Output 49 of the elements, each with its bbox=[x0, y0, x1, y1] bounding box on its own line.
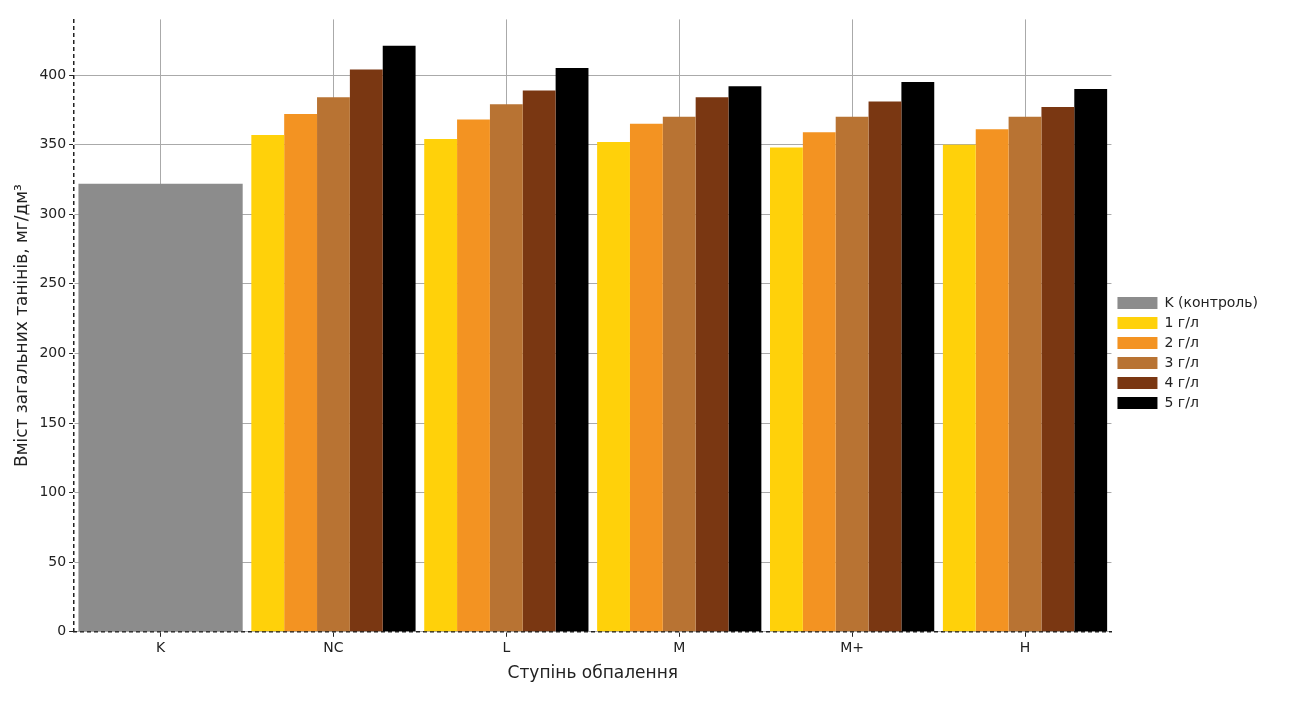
x-tick-label: K bbox=[155, 638, 166, 655]
legend-label: K (контроль) bbox=[1164, 293, 1259, 310]
bar bbox=[349, 69, 383, 632]
legend-label: 3 г/л bbox=[1164, 353, 1199, 370]
y-tick-label: 200 bbox=[39, 344, 67, 361]
bar bbox=[457, 119, 490, 632]
x-tick-label: M bbox=[673, 638, 686, 655]
legend-label: 2 г/л bbox=[1164, 333, 1199, 350]
bar bbox=[662, 116, 696, 632]
bar bbox=[1008, 116, 1042, 632]
bar bbox=[382, 45, 416, 632]
bar bbox=[770, 147, 803, 632]
bar bbox=[597, 141, 630, 632]
legend-label: 1 г/л bbox=[1164, 313, 1199, 330]
bar bbox=[868, 101, 902, 632]
y-tick-label: 250 bbox=[39, 274, 67, 291]
x-tick-label: H bbox=[1019, 638, 1031, 655]
bar bbox=[555, 68, 589, 632]
y-tick-label: 400 bbox=[39, 65, 67, 82]
bar bbox=[975, 129, 1009, 632]
bar bbox=[489, 104, 523, 632]
x-tick-label: L bbox=[502, 638, 511, 655]
bar bbox=[942, 144, 976, 632]
legend-label: 5 г/л bbox=[1164, 393, 1199, 410]
bar bbox=[901, 82, 935, 632]
y-tick-label: 50 bbox=[48, 552, 67, 569]
bar bbox=[251, 134, 285, 632]
y-tick-label: 100 bbox=[39, 483, 67, 500]
bar bbox=[1074, 88, 1108, 632]
bar bbox=[835, 116, 869, 632]
y-tick-label: 300 bbox=[39, 204, 67, 221]
bar bbox=[802, 132, 836, 632]
bar bbox=[629, 123, 663, 632]
x-axis-title: Ступінь обпалення bbox=[507, 662, 678, 683]
y-tick-label: 350 bbox=[39, 135, 67, 152]
y-tick-label: 0 bbox=[57, 622, 67, 639]
x-tick-label: NC bbox=[323, 638, 344, 655]
bar bbox=[317, 97, 350, 632]
bar bbox=[424, 139, 458, 632]
bar bbox=[284, 114, 318, 632]
bar bbox=[695, 97, 729, 632]
y-tick-label: 150 bbox=[39, 413, 67, 430]
bar bbox=[78, 183, 243, 632]
y-axis-title: Вміст загальних танінів, мг/дм³ bbox=[10, 184, 31, 468]
bar bbox=[522, 90, 556, 632]
bar bbox=[1041, 107, 1075, 632]
legend-label: 4 г/л bbox=[1164, 373, 1199, 390]
bar bbox=[728, 86, 762, 632]
x-tick-label: M+ bbox=[840, 638, 865, 655]
